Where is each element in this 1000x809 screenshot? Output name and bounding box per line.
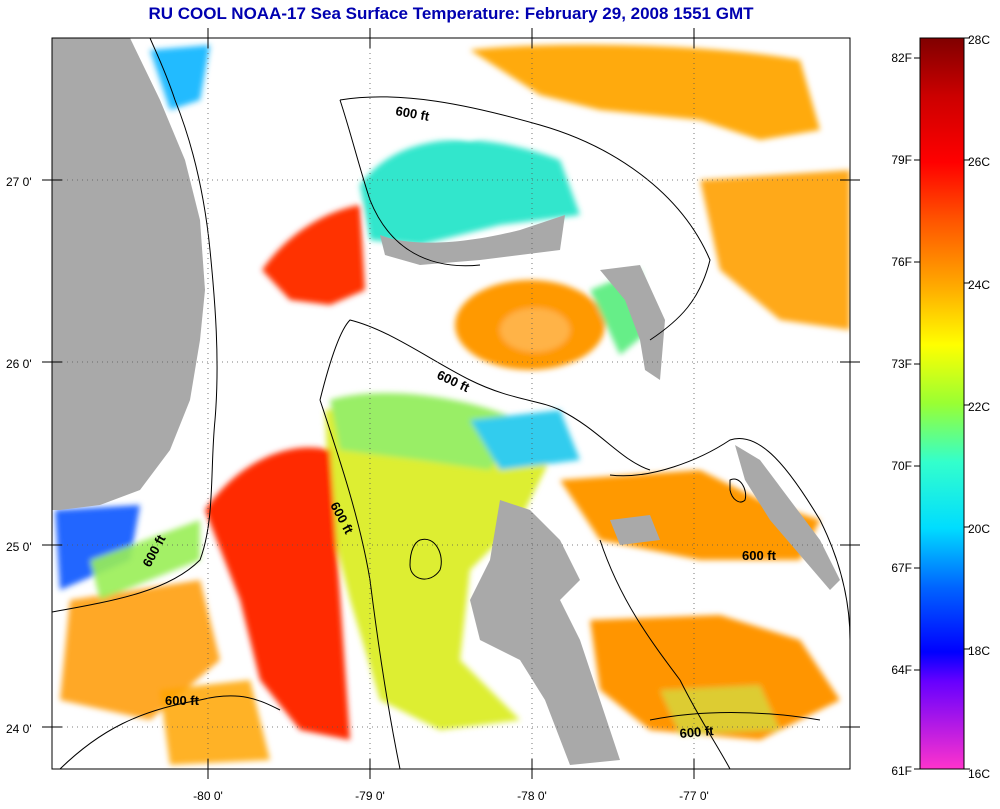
- tick-marks: [42, 28, 860, 779]
- land-eleuthera: [735, 445, 840, 590]
- cb-f-79: 79F: [891, 153, 912, 167]
- sst-patches: [55, 44, 850, 765]
- isobath-600ft: [52, 38, 850, 769]
- land-abaco: [600, 265, 665, 380]
- sst-patch-east-orange: [700, 170, 850, 330]
- sst-patch-southeast-yellow: [660, 685, 780, 735]
- cb-f-70: 70F: [891, 459, 912, 473]
- lon-label-80: -80 0': [193, 789, 223, 803]
- lat-label-24: 24 0': [6, 722, 32, 736]
- map-plot-area: 600 ft 600 ft 600 ft 600 ft 600 ft 600 f…: [52, 38, 850, 769]
- cb-f-64: 64F: [891, 663, 912, 677]
- isobath-florida-edge: [52, 38, 218, 613]
- sst-patch-coastal-blue: [150, 45, 210, 110]
- cb-c-28: 28C: [968, 33, 990, 47]
- sst-patch-southwest-orange: [60, 580, 220, 720]
- colorbar-gradient: [919, 37, 965, 770]
- land-grand-bahama: [380, 215, 565, 265]
- lat-label-26: 26 0': [6, 357, 32, 371]
- cloud-mask-b: [560, 378, 760, 470]
- sst-patch-keys-green: [90, 520, 200, 600]
- isobath-little-bahama-north: [339, 96, 711, 341]
- land-new-providence: [610, 515, 660, 545]
- isobath-great-bahama-west: [319, 399, 401, 769]
- contour-label-g: 600 ft: [679, 723, 715, 741]
- sst-patch-gulfstream-red: [205, 447, 350, 740]
- cb-c-20: 20C: [968, 522, 990, 536]
- colorbar: 82F 79F 76F 73F 70F 67F 64F 61F 28C 26C …: [891, 33, 990, 781]
- lat-label-25: 25 0': [6, 540, 32, 554]
- cb-f-61: 61F: [891, 764, 912, 778]
- cloud-mask-a: [360, 89, 520, 140]
- cb-c-24: 24C: [968, 278, 990, 292]
- cb-f-67: 67F: [891, 561, 912, 575]
- sst-patch-central-core: [500, 308, 570, 352]
- sst-patch-cyan-central: [470, 410, 580, 470]
- isobath-little-bahama-west: [339, 99, 481, 267]
- sst-patch-north-orange: [470, 44, 820, 140]
- isobath-nwprovidence: [319, 319, 651, 471]
- lon-label-79: -79 0': [355, 789, 385, 803]
- cb-c-26: 26C: [968, 155, 990, 169]
- contour-label-f: 600 ft: [165, 693, 200, 708]
- graticule: [52, 38, 850, 769]
- isobath-southeast: [649, 712, 821, 721]
- land: [52, 38, 840, 765]
- cb-f-73: 73F: [891, 357, 912, 371]
- contour-label-e: 600 ft: [742, 548, 777, 563]
- sst-patch-southeast-orange: [590, 615, 840, 740]
- sst-patch-red-north: [262, 205, 365, 305]
- lat-label-27: 27 0': [6, 175, 32, 189]
- isobath-south: [59, 695, 281, 769]
- sst-patch-keys-blue: [55, 505, 140, 590]
- sst-patch-yellow-central: [325, 406, 560, 730]
- isobath-small-loop: [729, 478, 747, 503]
- cb-f-76: 76F: [891, 255, 912, 269]
- land-andros: [470, 500, 620, 765]
- lon-label-78: -78 0': [517, 789, 547, 803]
- isobath-seamount: [409, 538, 442, 580]
- cb-f-82: 82F: [891, 51, 912, 65]
- plot-frame: [51, 37, 851, 770]
- lon-label-77: -77 0': [679, 789, 709, 803]
- land-florida: [52, 38, 205, 510]
- cb-c-22: 22C: [968, 400, 990, 414]
- isobath-exuma-north: [609, 438, 850, 641]
- sst-patch-cyan-north: [360, 139, 580, 245]
- contour-label-a: 600 ft: [394, 103, 431, 124]
- sst-patch-green-central: [330, 392, 520, 470]
- cb-c-18: 18C: [968, 644, 990, 658]
- sst-patch-south-orange: [160, 680, 270, 765]
- colorbar-ticks: [914, 37, 970, 770]
- map-title: RU COOL NOAA-17 Sea Surface Temperature:…: [148, 4, 754, 23]
- isobath-tongue-east: [599, 539, 731, 769]
- cb-c-16: 16C: [968, 767, 990, 781]
